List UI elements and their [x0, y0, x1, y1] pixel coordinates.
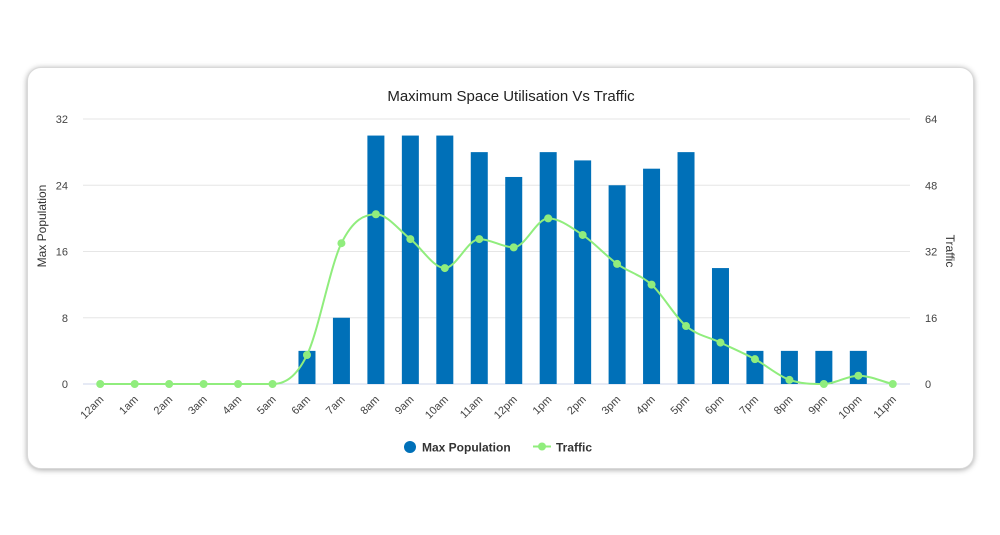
chart-title: Maximum Space Utilisation Vs Traffic [387, 88, 635, 105]
x-axis-tick-label: 4pm [634, 394, 658, 418]
point-traffic-5pm[interactable] [682, 322, 691, 331]
point-traffic-4am[interactable] [234, 380, 243, 388]
point-traffic-3am[interactable] [199, 380, 208, 388]
point-traffic-8am[interactable] [371, 210, 380, 219]
point-traffic-1am[interactable] [130, 380, 139, 388]
bar-max-population-7pm[interactable] [746, 350, 764, 384]
left-axis-tick-label: 32 [56, 114, 68, 126]
bar-max-population-7am[interactable] [332, 317, 350, 384]
x-axis-tick-label: 7pm [737, 394, 761, 418]
bar-max-population-1pm[interactable] [539, 152, 557, 384]
left-axis-tick-label: 8 [62, 313, 68, 325]
right-axis-tick-label: 16 [925, 313, 937, 325]
chart-card: Maximum Space Utilisation Vs Traffic 0 8 1… [27, 67, 974, 469]
point-traffic-11pm[interactable] [888, 380, 897, 388]
x-axis-tick-label: 8pm [772, 394, 796, 418]
grid-lines [83, 118, 910, 385]
left-axis-title: Max Population [35, 185, 49, 268]
x-axis-tick-label: 6pm [703, 394, 727, 418]
line-series-traffic [96, 210, 897, 388]
right-axis-tick-label: 0 [925, 379, 931, 391]
point-traffic-9pm[interactable] [819, 380, 828, 388]
right-axis-ticks: 0 16 32 48 64 [925, 114, 937, 391]
x-axis-tick-label: 3pm [600, 394, 624, 418]
bar-max-population-8am[interactable] [367, 135, 385, 384]
bar-max-population-4pm[interactable] [643, 168, 661, 384]
point-traffic-11am[interactable] [475, 235, 484, 244]
point-traffic-6pm[interactable] [716, 338, 725, 347]
legend-label-max-population: Max Population [422, 441, 511, 455]
x-axis-tick-label: 12am [78, 394, 106, 422]
bar-max-population-12pm[interactable] [505, 176, 523, 384]
point-traffic-6am[interactable] [302, 351, 311, 360]
left-axis-tick-label: 16 [56, 247, 68, 259]
point-traffic-4pm[interactable] [647, 280, 656, 289]
point-traffic-12pm[interactable] [509, 243, 518, 252]
point-traffic-5am[interactable] [268, 380, 277, 388]
right-axis-title: Traffic [943, 235, 957, 268]
x-axis-tick-label: 8am [358, 394, 382, 418]
x-axis-tick-label: 1am [117, 394, 141, 418]
legend-marker-max-population [404, 441, 416, 453]
x-axis-tick-label: 11am [458, 394, 485, 421]
traffic-line-path [100, 213, 894, 386]
x-axis-tick-label: 6am [289, 394, 313, 418]
legend-marker-traffic [538, 442, 546, 451]
bar-max-population-5pm[interactable] [677, 152, 695, 384]
point-traffic-1pm[interactable] [544, 214, 553, 223]
x-axis-tick-label: 5am [255, 394, 279, 418]
x-axis-tick-label: 2pm [565, 394, 589, 418]
x-axis-tick-label: 9pm [806, 394, 830, 418]
point-traffic-10pm[interactable] [854, 371, 863, 380]
x-axis-tick-label: 3am [186, 394, 210, 418]
bar-max-population-6am[interactable] [298, 350, 316, 384]
bar-max-population-6pm[interactable] [711, 268, 729, 384]
point-traffic-10am[interactable] [440, 264, 449, 273]
point-traffic-7pm[interactable] [750, 355, 759, 364]
x-axis-tick-label: 4am [221, 394, 245, 418]
bar-max-population-3pm[interactable] [608, 185, 626, 384]
bar-max-population-10am[interactable] [436, 135, 454, 384]
x-axis-tick-label: 12pm [492, 394, 520, 422]
bar-series-max-population [298, 135, 867, 384]
point-traffic-12am[interactable] [96, 380, 105, 388]
point-traffic-3pm[interactable] [613, 259, 622, 268]
legend: Max Population Traffic [404, 441, 592, 455]
x-axis-tick-label: 7am [324, 394, 348, 418]
right-axis-tick-label: 32 [925, 247, 937, 259]
x-axis-tick-label: 5pm [669, 394, 693, 418]
point-traffic-8pm[interactable] [785, 375, 794, 384]
x-axis-tick-label: 2am [152, 394, 176, 418]
bar-max-population-2pm[interactable] [574, 160, 592, 384]
point-traffic-9am[interactable] [406, 235, 415, 244]
x-axis-tick-label: 9am [393, 394, 417, 418]
bar-max-population-9pm[interactable] [815, 350, 833, 384]
legend-item-traffic[interactable]: Traffic [533, 441, 592, 455]
left-axis-ticks: 0 8 16 24 32 [56, 114, 68, 391]
legend-item-max-population[interactable]: Max Population [404, 441, 511, 455]
bar-max-population-8pm[interactable] [780, 350, 798, 384]
bar-max-population-9am[interactable] [401, 135, 419, 384]
point-traffic-2am[interactable] [165, 380, 174, 388]
x-axis-tick-label: 1pm [531, 394, 555, 418]
x-axis-tick-label: 10pm [836, 394, 864, 422]
x-axis-ticks: 12am 1am 2am 3am 4am 5am 6am 7am 8am 9am 10am 11am 1… [78, 394, 898, 422]
x-axis-tick-label: 10am [423, 394, 451, 422]
left-axis-tick-label: 24 [56, 180, 68, 192]
legend-label-traffic: Traffic [556, 441, 592, 455]
left-axis-tick-label: 0 [62, 379, 68, 391]
right-axis-tick-label: 64 [925, 114, 937, 126]
x-axis-tick-label: 11pm [872, 394, 899, 421]
bar-max-population-11am[interactable] [470, 152, 488, 384]
right-axis-tick-label: 48 [925, 180, 937, 192]
combo-chart: Maximum Space Utilisation Vs Traffic 0 8 1… [35, 88, 957, 455]
point-traffic-2pm[interactable] [578, 230, 587, 239]
point-traffic-7am[interactable] [337, 239, 346, 248]
